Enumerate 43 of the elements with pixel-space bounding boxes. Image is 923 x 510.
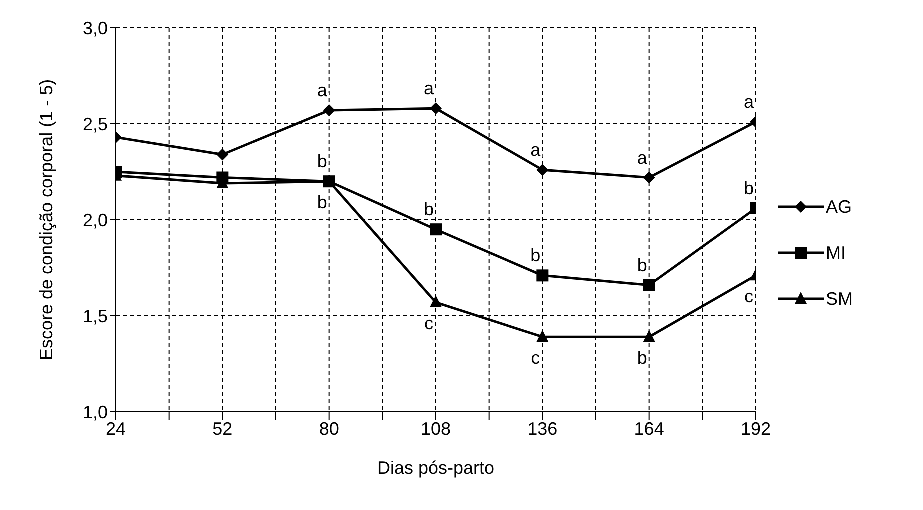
annotation: a <box>637 148 648 168</box>
point <box>536 330 549 342</box>
annotation: b <box>424 200 434 220</box>
point <box>430 224 442 236</box>
annotation: c <box>531 348 540 368</box>
point <box>536 164 549 176</box>
y-tick-label: 2,0 <box>82 210 108 230</box>
x-tick-label: 108 <box>420 418 452 439</box>
point <box>323 104 336 117</box>
y-axis-title: Escore de condição corporal (1 - 5) <box>36 79 56 361</box>
annotation: b <box>744 178 754 198</box>
annotation: b <box>317 192 328 212</box>
annotation: a <box>530 140 542 160</box>
legend-label: AG <box>826 196 852 218</box>
y-tick-label: 1,0 <box>82 402 108 422</box>
annotation: a <box>317 80 328 101</box>
x-tick-label: 136 <box>528 418 558 439</box>
legend-label: SM <box>826 288 853 310</box>
point <box>430 296 442 308</box>
point <box>643 172 656 184</box>
annotation: c <box>744 286 754 306</box>
point <box>643 330 656 342</box>
annotation: a <box>424 78 435 99</box>
annotation: b <box>637 348 648 368</box>
x-tick-label: 164 <box>634 418 664 439</box>
y-tick-label: 1,5 <box>82 306 108 326</box>
annotation: c <box>424 313 434 334</box>
point <box>430 102 442 115</box>
annotation: a <box>744 92 755 112</box>
point <box>643 279 656 292</box>
x-tick-label: 24 <box>106 418 126 439</box>
legend-label: MI <box>826 242 846 264</box>
annotation: b <box>530 246 541 266</box>
x-tick-label: 52 <box>212 418 233 439</box>
x-tick-label: 192 <box>740 418 772 439</box>
point <box>216 148 229 161</box>
annotation: b <box>637 255 648 276</box>
annotation: b <box>317 152 328 172</box>
y-tick-label: 2,5 <box>82 114 108 134</box>
y-tick-label: 3,0 <box>82 18 108 38</box>
x-tick-label: 80 <box>319 418 340 439</box>
point <box>536 270 549 282</box>
x-axis-title: Dias pós-parto <box>377 458 495 478</box>
